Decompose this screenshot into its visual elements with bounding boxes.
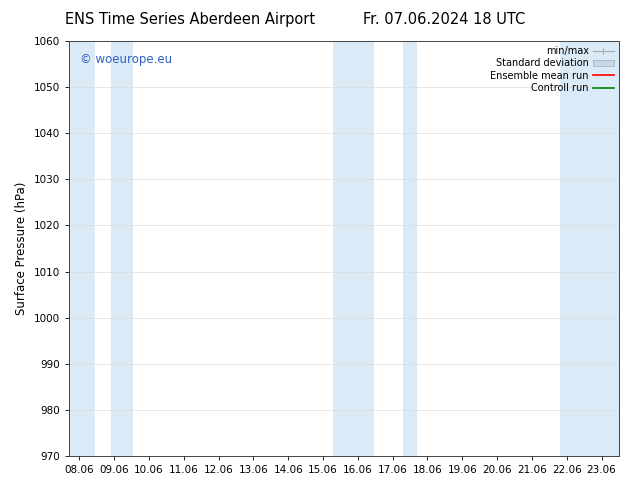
Y-axis label: Surface Pressure (hPa): Surface Pressure (hPa) [15, 182, 28, 315]
Bar [110, 41, 133, 456]
Bar [69, 41, 95, 456]
Legend: min/max, Standard deviation, Ensemble mean run, Controll run: min/max, Standard deviation, Ensemble me… [488, 44, 616, 95]
Text: Fr. 07.06.2024 18 UTC: Fr. 07.06.2024 18 UTC [363, 12, 525, 27]
Text: © woeurope.eu: © woeurope.eu [80, 53, 172, 67]
Bar [333, 41, 373, 456]
Text: ENS Time Series Aberdeen Airport: ENS Time Series Aberdeen Airport [65, 12, 315, 27]
Bar [403, 41, 417, 456]
Bar [560, 41, 619, 456]
